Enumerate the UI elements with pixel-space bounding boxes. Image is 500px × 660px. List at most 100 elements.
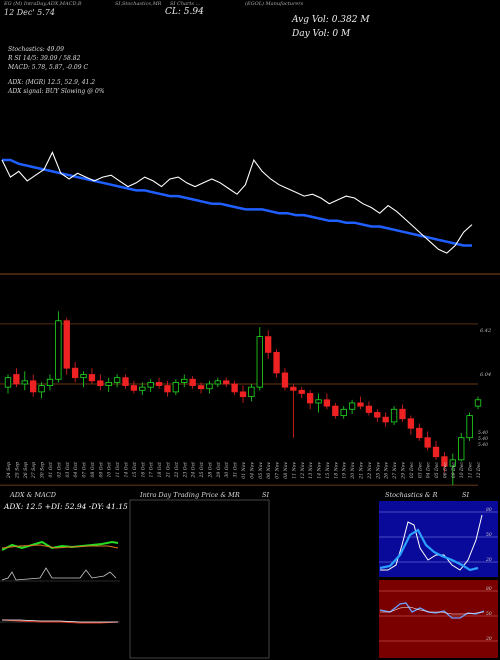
candle-body [390,408,398,423]
adx-lower-line [1,567,117,581]
candle-body [256,336,263,388]
di-line [1,544,119,549]
candle-body [458,437,465,461]
stoch-readout: Stochastics: 49.09 [8,46,64,53]
date-tick-label: 18 Oct [157,462,163,478]
candle-body [441,456,448,467]
candle-body [63,320,70,369]
candle-body [332,405,339,416]
date-tick-label: 01 Nov [241,462,247,479]
candle-body [71,367,79,379]
date-tick-label: 29 Nov [400,462,406,480]
stoch-panel-bg [379,501,498,577]
candle-body [374,412,381,418]
candle-body [432,446,440,458]
date-tick-label: 05 Nov [258,462,264,479]
price-label-4: 5.40 [478,437,489,442]
date-tick-label: 21 Oct [165,462,171,479]
candle-body [248,386,255,398]
candle-body [88,374,96,382]
date-tick-label: 18 Nov [333,462,339,479]
date-tick-label: 09 Dec [451,462,457,479]
date-tick-label: 22 Oct [174,462,180,479]
candle-body [46,378,54,386]
close-price: CL: 5.94 [165,7,204,17]
candle-body [13,374,20,385]
date-tick-label: 11 Oct [115,462,121,478]
date-tick-label: 16 Oct [140,462,146,478]
stoch-label-80: 80 [486,508,492,513]
date-tick-label: 04 Nov [249,462,255,479]
candle-body [449,459,456,467]
header-text-3: SI Charts ... [170,1,201,7]
stoch-d-line [379,528,479,572]
candle-body [340,408,347,416]
date-tick-label: 25 Nov [375,462,381,480]
candle-body [55,320,62,380]
candle-body [155,382,163,386]
intraday-title-2: SI [262,491,270,499]
date-tick-label: 01 Oct [48,462,54,478]
date-tick-label: 07 Oct [82,462,88,478]
candle-body [290,386,297,391]
candle-body [172,382,180,393]
date-tick-label: 20 Nov [350,462,356,480]
rsi-panel-bg [379,580,498,658]
date-tick-label: 19 Nov [342,462,348,479]
date-tick-label: 25 Sep [14,462,20,479]
adx-macd-title: ADX & MACD [10,491,56,499]
date-tick-label: 08 Nov [283,462,289,479]
price-label-3: 5.40 [478,431,489,436]
date-tick-label: 13 Nov [308,462,314,479]
stoch-label-50: 50 [486,533,492,538]
date-tick-label: 04 Dec [426,462,432,479]
candle-body [147,382,154,388]
candle-body [113,377,121,383]
candle-body [424,437,431,448]
date-tick-label: 30 Sep [40,462,46,478]
candle-body [231,383,238,393]
date-tick-label: 03 Oct [65,462,71,478]
price-label-2: 6.04 [480,372,492,378]
date-tick-label: 14 Oct [124,462,130,478]
macd-line [2,619,118,623]
rsi-readout: R SI 14/5: 39.09 / 58.82 [8,55,81,62]
candle-body [265,336,272,353]
header-text-2: SI,Stochastics,MR [115,1,162,7]
date-tick-label: 25 Oct [199,462,205,479]
candle-body [298,389,305,394]
candle-body [30,380,37,393]
moving-average-line [2,158,472,247]
adx-signal: ADX signal: BUY Slowing @ 0% [8,88,105,95]
candle-body [281,372,289,388]
candle-body [273,351,280,374]
date-tick-label: 17 Oct [149,462,155,478]
candle-body [206,383,213,390]
candle-body [416,427,423,439]
candle-body [105,382,112,386]
date-tick-label: 24 Sep [6,462,12,479]
date-tick-label: 09 Oct [98,462,104,478]
date-tick-label: 15 Nov [325,462,331,479]
date-tick-label: 12 Nov [300,462,306,479]
rsi-label-20: 20 [486,637,492,642]
date-tick-label: 27 Sep [31,462,37,479]
date-tick-label: 30 Oct [224,462,230,478]
date-tick-label: 31 Oct [233,462,239,478]
candle-body [315,399,322,404]
intraday-box [129,499,270,659]
macd-signal-line [1,619,119,624]
date-tick-label: 10 Oct [107,462,113,478]
date-tick-label: 04 Oct [73,462,79,478]
candle-body [139,386,146,391]
date-tick-label: 07 Nov [275,462,281,479]
candle-body [348,402,356,410]
avg-volume: Avg Vol: 0.382 M [292,15,370,25]
stoch-label-20: 20 [486,558,492,563]
price-label-5: 5.40 [478,443,489,448]
date-tick-label: 15 Oct [132,462,138,478]
stoch-rsi-title-2: SI [462,491,470,499]
date-tick-label: 26 Nov [384,462,390,480]
date-tick-label: 24 Oct [191,462,197,479]
